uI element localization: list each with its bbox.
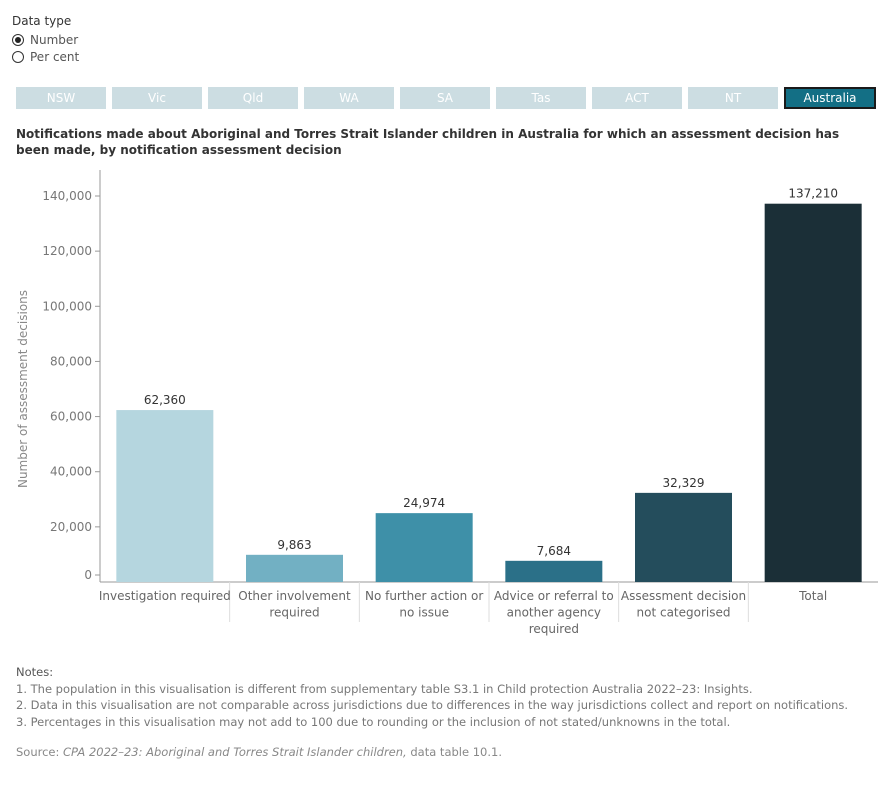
y-tick-label: 60,000 (50, 410, 92, 424)
tab-act[interactable]: ACT (592, 87, 682, 109)
bar (116, 410, 214, 582)
x-tick-label: no issue (399, 606, 449, 620)
radio-number[interactable]: Number (12, 31, 79, 48)
source-prefix: Source: (16, 745, 60, 759)
note-3: 3. Percentages in this visualisation may… (16, 714, 731, 729)
bar (764, 203, 862, 582)
tab-sa[interactable]: SA (400, 87, 490, 109)
radio-unselected-icon[interactable] (12, 50, 24, 63)
y-tick-label: 120,000 (42, 244, 92, 258)
x-tick-label: another agency (507, 606, 601, 620)
y-tick-label: 100,000 (42, 299, 92, 313)
y-tick-label: 40,000 (50, 465, 92, 479)
data-label: 32,329 (663, 476, 705, 490)
chart-title: Notifications made about Aboriginal and … (16, 127, 840, 157)
source-title: CPA 2022–23: Aboriginal and Torres Strai… (63, 745, 407, 759)
data-label: 9,863 (277, 538, 311, 552)
bar (505, 560, 603, 582)
notes-heading: Notes: (16, 665, 54, 679)
tab-vic[interactable]: Vic (112, 87, 202, 109)
x-tick-label: not categorised (637, 606, 731, 620)
x-tick-label: Investigation required (99, 589, 231, 603)
data-type-label: Data type (12, 14, 72, 28)
data-type-control: Data type Number Per cent (12, 14, 79, 65)
tab-nsw[interactable]: NSW (16, 87, 106, 109)
radio-number-label: Number (30, 32, 79, 47)
data-label: 137,210 (788, 187, 838, 201)
data-label: 62,360 (144, 393, 186, 407)
x-tick-label: Total (798, 589, 827, 603)
bar (246, 554, 343, 582)
y-tick-label: 0 (84, 568, 92, 582)
radio-selected-icon[interactable] (12, 33, 24, 46)
tab-qld[interactable]: Qld (208, 87, 298, 109)
tab-australia[interactable]: Australia (784, 87, 876, 109)
note-2: 2. Data in this visualisation are not co… (16, 698, 849, 712)
tab-tas[interactable]: Tas (496, 87, 586, 109)
tab-wa[interactable]: WA (304, 87, 394, 109)
x-tick-label: required (529, 622, 579, 636)
bar (635, 492, 732, 582)
radio-per-cent-label: Per cent (30, 49, 80, 64)
data-label: 7,684 (537, 544, 571, 558)
bar-chart: 0 20,000 40,000 60,000 80,000 100,000 120,000 1… (16, 170, 878, 636)
y-tick-label: 140,000 (42, 189, 92, 203)
jurisdiction-tabs: NSW Vic Qld WA SA Tas ACT NT Australia (16, 87, 876, 109)
bar (375, 513, 473, 582)
radio-per-cent[interactable]: Per cent (12, 48, 79, 65)
y-axis-label: Number of assessment decisions (16, 290, 30, 488)
x-tick-label: required (269, 606, 319, 620)
x-tick-label: Assessment decision (621, 589, 746, 603)
x-tick-label: Other involvement (238, 589, 351, 603)
y-tick-label: 20,000 (50, 520, 92, 534)
note-1: 1. The population in this visualisation … (16, 681, 753, 696)
source: Source: CPA 2022–23: Aboriginal and Torr… (16, 745, 502, 759)
x-tick-label: No further action or (365, 589, 483, 603)
x-tick-label: Advice or referral to (494, 589, 614, 603)
y-tick-label: 80,000 (50, 354, 92, 368)
source-suffix: data table 10.1. (410, 745, 502, 759)
tab-nt[interactable]: NT (688, 87, 778, 109)
notes: Notes: 1. The population in this visuali… (16, 664, 848, 730)
data-label: 24,974 (403, 496, 445, 510)
